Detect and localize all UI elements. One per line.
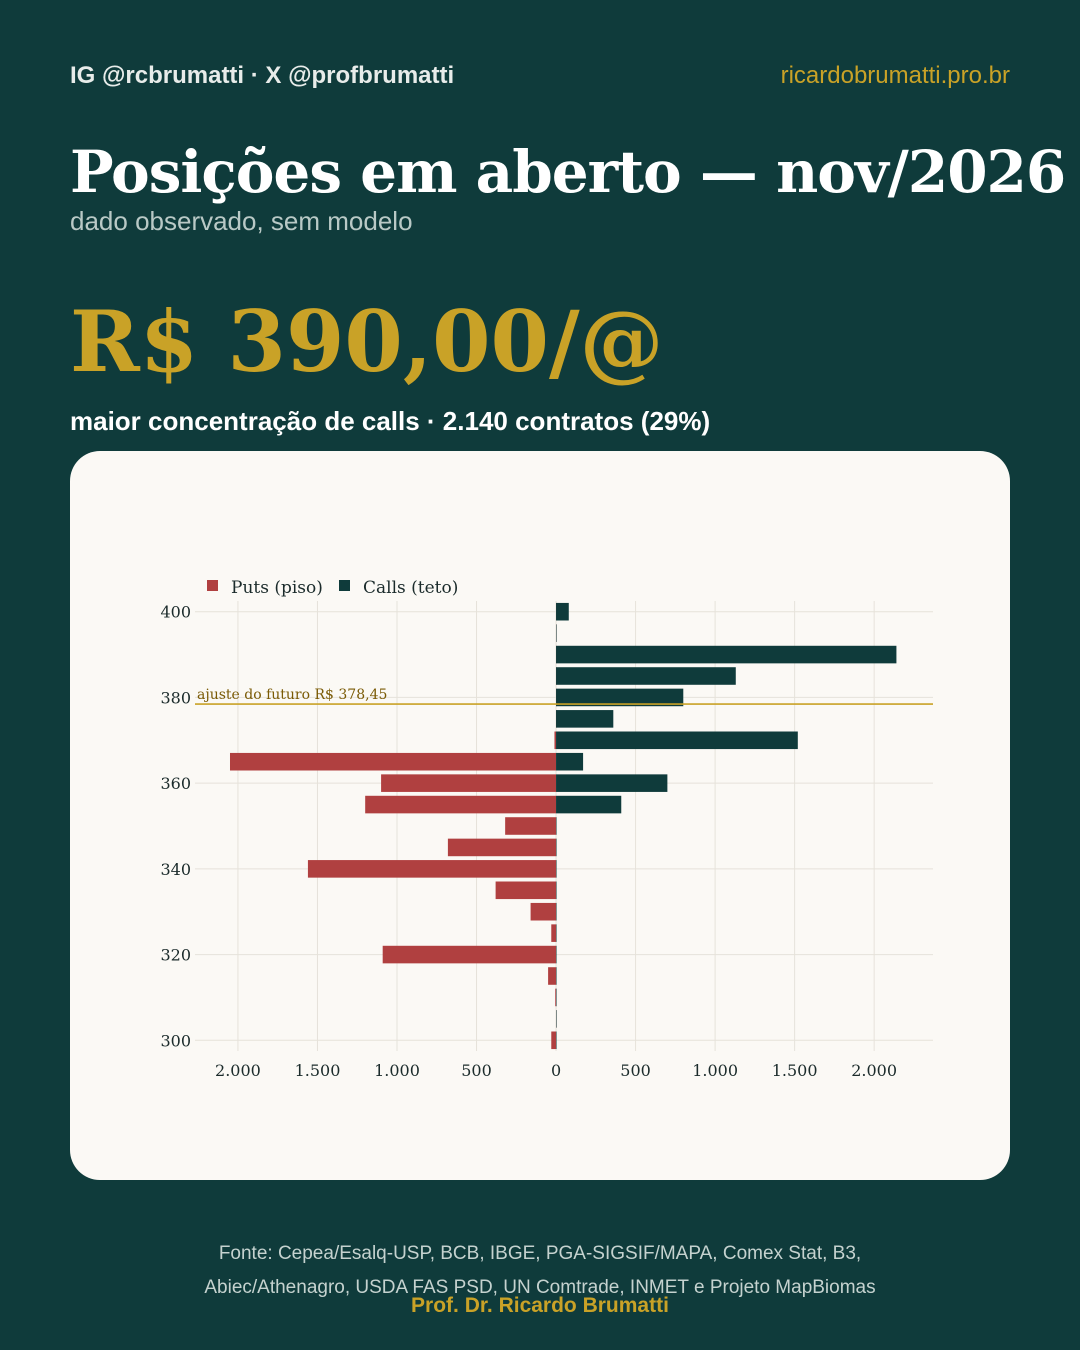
legend-label-puts: Puts (piso) (231, 578, 323, 598)
page-title: Posições em aberto — nov/2026 (70, 138, 1066, 206)
open-interest-chart: ajuste do futuro R$ 378,45 3003203403603… (160, 578, 933, 1080)
x-tick-label: 1.500 (772, 1061, 818, 1080)
put-bar-345 (447, 838, 557, 857)
put-bar-350 (505, 817, 557, 835)
put-bar-370 (554, 731, 557, 750)
y-tick-label: 400 (160, 603, 191, 622)
legend-label-calls: Calls (teto) (363, 578, 458, 598)
y-tick-label: 340 (160, 860, 191, 879)
y-tick-label: 380 (160, 688, 191, 707)
put-bar-315 (548, 967, 557, 985)
call-bar-340 (556, 860, 557, 878)
call-bar-355 (556, 795, 622, 814)
call-bar-380 (556, 688, 684, 707)
put-bar-330 (530, 902, 557, 921)
put-bar-320 (382, 945, 557, 964)
highlight-price: R$ 390,00/@ (70, 292, 664, 391)
x-tick-label: 2.000 (851, 1061, 897, 1080)
put-bar-310 (555, 988, 557, 1007)
page-subtitle: dado observado, sem modelo (70, 206, 413, 236)
call-bar-370 (556, 731, 798, 750)
y-tick-label: 360 (160, 774, 191, 793)
reference-line-group: ajuste do futuro R$ 378,45 (195, 687, 933, 705)
headline-text: maior concentração de calls · 2.140 cont… (70, 406, 711, 436)
put-bar-365 (229, 752, 557, 771)
website-link[interactable]: ricardobrumatti.pro.br (780, 62, 1010, 89)
call-bar-360 (556, 774, 668, 792)
x-tick-label: 500 (620, 1061, 651, 1080)
source-note: Fonte: Cepea/Esalq-USP, BCB, IBGE, PGA-S… (0, 1237, 1080, 1305)
x-tick-label: 1.000 (692, 1061, 738, 1080)
x-tick-label: 0 (551, 1061, 561, 1080)
x-tick-label: 1.000 (374, 1061, 420, 1080)
put-bar-300 (551, 1031, 557, 1050)
x-tick-label: 2.000 (215, 1061, 261, 1080)
call-bar-365 (556, 752, 584, 771)
call-bar-390 (556, 645, 897, 664)
call-bar-400 (556, 602, 569, 621)
call-bar-395 (556, 624, 557, 642)
call-bar-315 (556, 967, 557, 985)
x-tick-label: 500 (461, 1061, 492, 1080)
x-tick-label: 1.500 (295, 1061, 341, 1080)
reference-line-label: ajuste do futuro R$ 378,45 (197, 687, 387, 703)
call-bar-325 (556, 924, 557, 942)
y-axis: 300 320 340 360 380 400 (160, 603, 191, 1051)
chart-card: ajuste do futuro R$ 378,45 300 320 340 360 3… (70, 451, 1010, 1180)
author-credit: Prof. Dr. Ricardo Brumatti (411, 1294, 669, 1317)
legend-swatch-calls (339, 580, 350, 591)
call-bar-320 (556, 945, 557, 964)
y-tick-label: 320 (160, 946, 191, 965)
call-bar-335 (556, 881, 557, 900)
chart-legend: Puts (piso) Calls (teto) (207, 578, 458, 598)
social-handles: IG @rcbrumatti · X @profbrumatti (70, 62, 455, 89)
put-bar-360 (381, 774, 557, 792)
call-bar-385 (556, 667, 736, 685)
call-bar-330 (556, 902, 557, 921)
call-bar-300 (556, 1031, 557, 1050)
put-bar-335 (495, 881, 557, 900)
put-bar-355 (365, 795, 557, 814)
source-line-2: Abiec/Athenagro, USDA FAS PSD, UN Comtra… (204, 1277, 876, 1298)
call-bar-345 (556, 838, 557, 857)
call-bar-310 (556, 988, 557, 1007)
call-bar-350 (556, 817, 557, 835)
put-bar-340 (307, 860, 557, 878)
source-line-1: Fonte: Cepea/Esalq-USP, BCB, IBGE, PGA-S… (218, 1243, 862, 1264)
chart-bars (229, 602, 897, 1050)
y-tick-label: 300 (160, 1031, 191, 1050)
call-bar-375 (556, 710, 614, 728)
legend-swatch-puts (207, 580, 218, 591)
call-bar-305 (556, 1010, 557, 1028)
x-axis: 2.000 1.500 1.000 500 0 500 1.000 1.500 2.000 (215, 1061, 897, 1080)
put-bar-325 (551, 924, 557, 942)
